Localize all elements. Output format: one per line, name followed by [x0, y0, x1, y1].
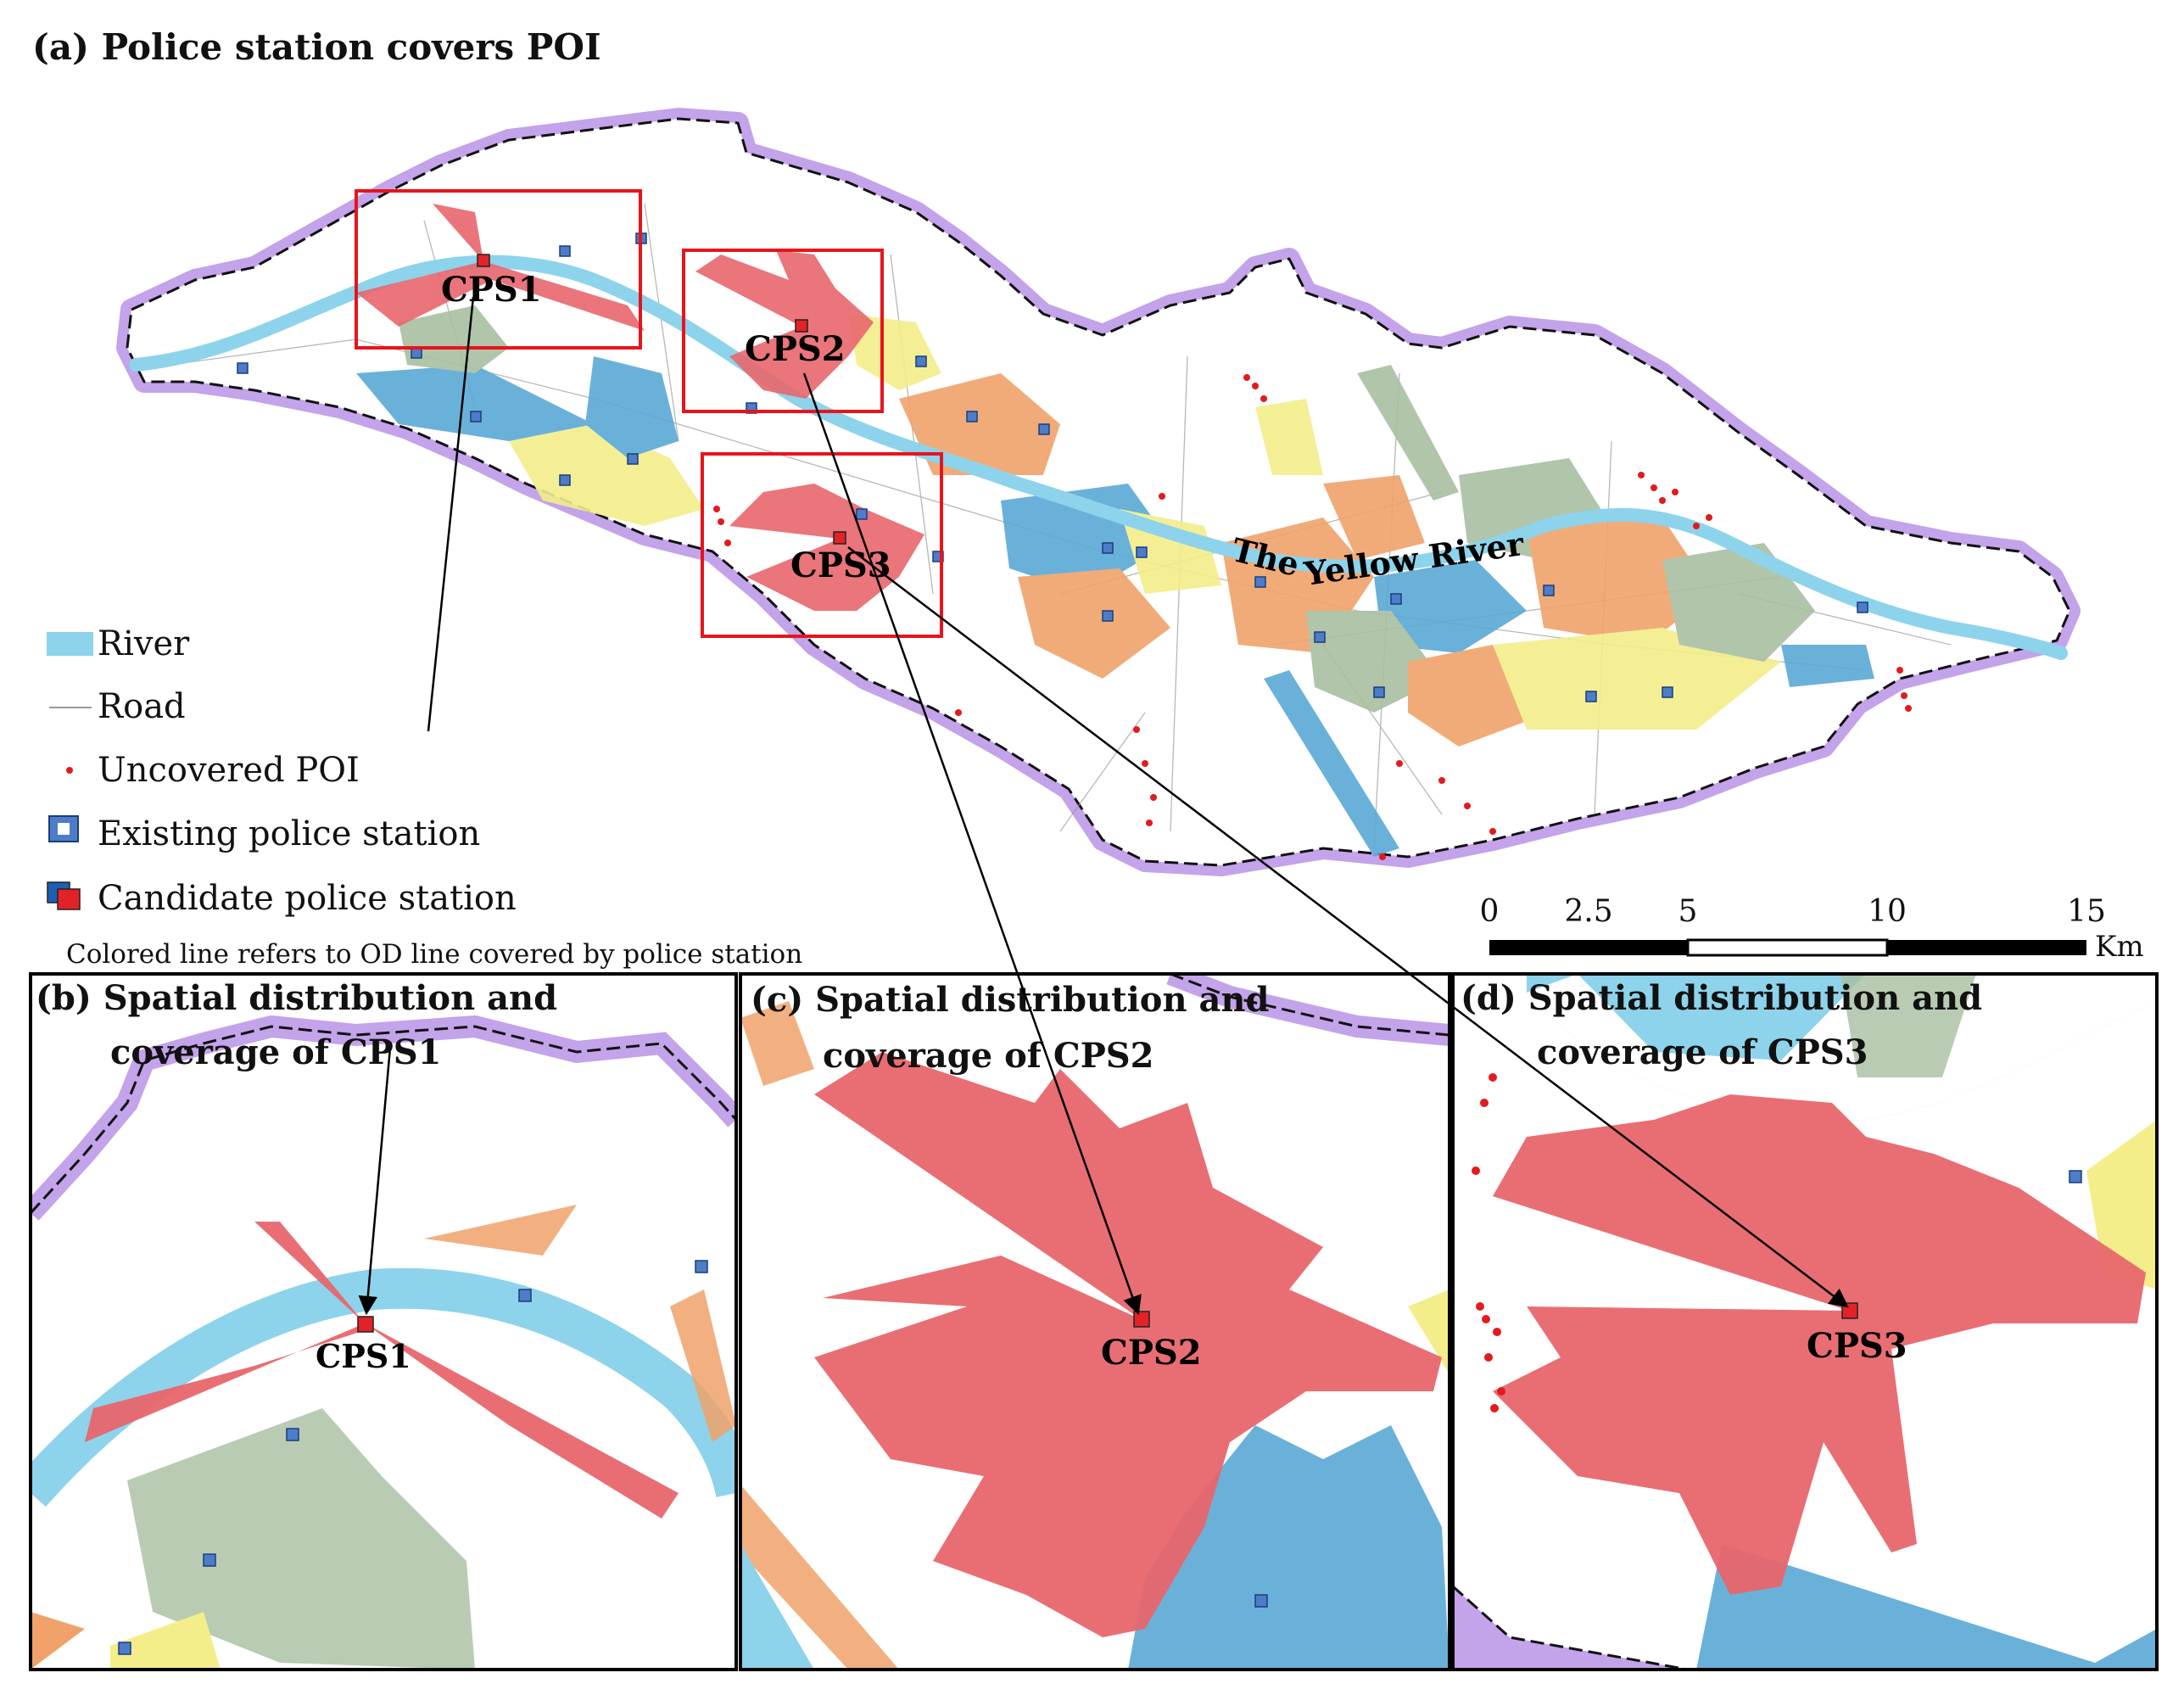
candidate-police-station-icon — [833, 531, 846, 545]
panel-c: (c) Spatial distribution and coverage of… — [739, 972, 1451, 1671]
yellow-zone — [1255, 399, 1323, 475]
arrow-to-cps3-detail — [847, 546, 1849, 1308]
cps1-fan-b-north — [254, 1222, 365, 1323]
cps1-label: CPS1 — [441, 270, 542, 310]
scale-bar: 0 2.5 5 10 15 Km — [1480, 894, 2144, 964]
cps3-coverage-fan — [729, 484, 924, 611]
panel-b: (b) Spatial distribution and coverage of… — [29, 972, 738, 1671]
cps1-coverage-fan — [356, 261, 645, 331]
cps1-highlight-box — [355, 189, 642, 350]
orange-zone — [1527, 517, 1713, 645]
yellow-zone — [1493, 628, 1781, 730]
yellow-zone — [848, 314, 941, 390]
scale-unit: Km — [2095, 930, 2144, 964]
legend-uncovered-poi-swatch — [66, 767, 73, 774]
cps1-coverage-fan — [433, 204, 483, 261]
cps-markers — [477, 254, 846, 545]
panel-c-title-line1: (c) Spatial distribution and — [751, 980, 1269, 1020]
arrow-to-cps2-detail — [802, 372, 1142, 1316]
cps2-label: CPS2 — [745, 329, 846, 369]
cps1-detail-label: CPS1 — [316, 1337, 411, 1375]
connector-arrows — [358, 296, 1849, 1316]
arrow-to-cps1-detail — [427, 296, 475, 732]
overview-map: (a) Police station covers POI — [32, 26, 2081, 876]
cps2-coverage-fan — [695, 250, 874, 399]
yellow-zone — [509, 424, 704, 526]
candidate-police-station-icon — [47, 881, 81, 910]
candidate-police-station-icon — [1133, 1311, 1150, 1328]
legend-note: Colored line refers to OD line covered b… — [66, 939, 802, 970]
legend-uncovered-poi-label: Uncovered POI — [98, 751, 360, 790]
cps3-detail-label: CPS3 — [1807, 1326, 1908, 1366]
cps-coverage-overview — [356, 204, 924, 611]
cps2-fan-c — [814, 1052, 1442, 1637]
candidate-police-station-icon — [795, 319, 808, 333]
blue-zone — [1374, 560, 1527, 653]
panel-d-title-line2: coverage of CPS3 — [1537, 1032, 1868, 1072]
candidate-police-station-icon — [477, 254, 490, 267]
orange-zone — [1323, 475, 1425, 560]
legend-road-label: Road — [98, 687, 186, 726]
panel-d-title-line1: (d) Spatial distribution and — [1461, 978, 1982, 1018]
legend-river-label: River — [98, 624, 190, 663]
yellow-river — [129, 255, 2068, 660]
green-zone — [399, 305, 509, 373]
legend-river-swatch — [47, 632, 93, 656]
blue-zone — [1781, 645, 1874, 687]
scale-tick-2-5: 2.5 — [1564, 894, 1612, 929]
cps2-detail-label: CPS2 — [1101, 1333, 1202, 1373]
cps1-fan-b — [85, 1323, 679, 1519]
orange-zone — [899, 373, 1060, 475]
green-zone — [1357, 365, 1459, 501]
arrow-into-panel-b — [358, 1047, 392, 1316]
orange-zone — [1408, 645, 1527, 747]
existing-station-markers — [237, 232, 1868, 702]
cps3-highlight-box — [701, 452, 943, 638]
orange-zone — [1018, 568, 1170, 679]
scale-tick-15: 15 — [2067, 894, 2106, 929]
panel-a-title: (a) Police station covers POI — [32, 26, 601, 68]
candidate-police-station-icon — [357, 1316, 374, 1333]
scale-tick-5: 5 — [1678, 894, 1698, 929]
panel-c-title-line2: coverage of CPS2 — [823, 1036, 1154, 1076]
blue-zone — [356, 365, 594, 441]
existing-police-station-icon — [48, 815, 79, 842]
cps2-highlight-box — [682, 249, 884, 413]
scale-tick-10: 10 — [1868, 894, 1907, 929]
cps3-label: CPS3 — [790, 545, 891, 585]
scale-tick-0: 0 — [1480, 894, 1500, 929]
panel-d: (d) Spatial distribution and coverage of… — [1451, 972, 2159, 1671]
blue-zone — [1264, 670, 1399, 857]
blue-zone — [585, 356, 679, 458]
panel-b-title-line1: (b) Spatial distribution and — [36, 978, 557, 1018]
panel-b-title-line2: coverage of CPS1 — [110, 1032, 442, 1072]
uncovered-poi-clusters — [713, 374, 1912, 860]
legend-existing-station-label: Existing police station — [98, 814, 480, 853]
cps3-fan-d — [1493, 1094, 2146, 1595]
legend: River Road Uncovered POI Existing police… — [47, 624, 802, 970]
legend-candidate-station-label: Candidate police station — [98, 879, 517, 918]
